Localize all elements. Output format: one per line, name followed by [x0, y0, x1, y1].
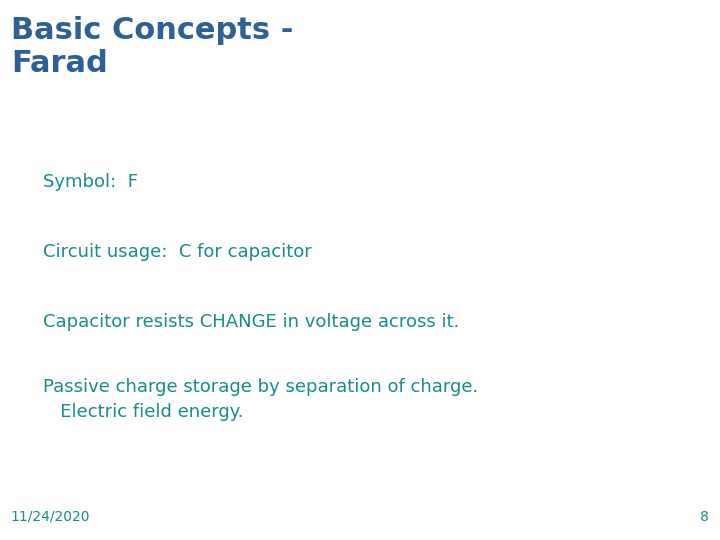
Text: 11/24/2020: 11/24/2020: [11, 510, 90, 524]
Text: Capacitor resists CHANGE in voltage across it.: Capacitor resists CHANGE in voltage acro…: [43, 313, 459, 331]
Text: 8: 8: [701, 510, 709, 524]
Text: Symbol:  F: Symbol: F: [43, 173, 138, 191]
Text: Basic Concepts -
Farad: Basic Concepts - Farad: [11, 16, 293, 78]
Text: Passive charge storage by separation of charge.
   Electric field energy.: Passive charge storage by separation of …: [43, 378, 479, 421]
Text: Circuit usage:  C for capacitor: Circuit usage: C for capacitor: [43, 243, 312, 261]
